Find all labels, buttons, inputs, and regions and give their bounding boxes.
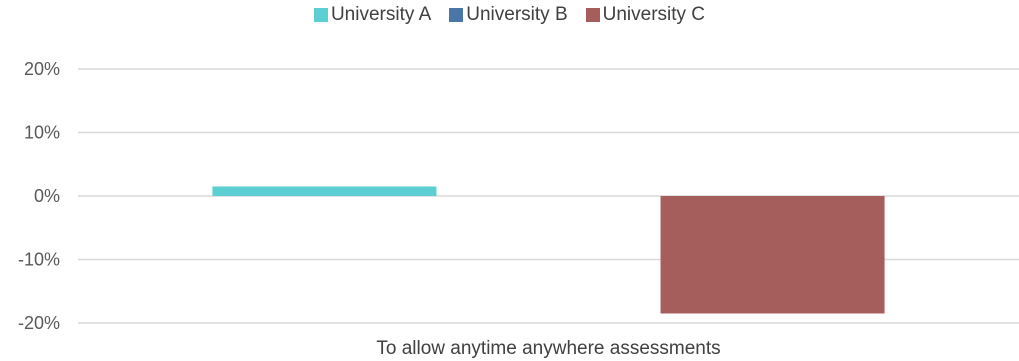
legend-swatch-university-b [449,8,464,22]
legend-label-university-b: University B [466,4,568,25]
bar-university-c [660,196,885,314]
legend-swatch-university-c [585,8,600,22]
y-tick-label: -20% [18,313,60,333]
y-tick-label: 20% [24,59,60,79]
legend-label-university-c: University C [602,4,706,25]
chart-legend: University A University B University C [0,4,1019,26]
y-tick-label: 0% [34,186,60,206]
legend-label-university-a: University A [330,4,432,25]
legend-swatch-university-a [313,8,328,22]
legend-item-university-c: University C [585,4,706,26]
x-category-label: To allow anytime anywhere assessments [376,338,720,359]
y-tick-label: 10% [24,123,60,143]
legend-item-university-a: University A [313,4,432,26]
legend-item-university-b: University B [449,4,568,26]
bar-university-a [212,186,437,196]
y-tick-label: -10% [18,250,60,270]
